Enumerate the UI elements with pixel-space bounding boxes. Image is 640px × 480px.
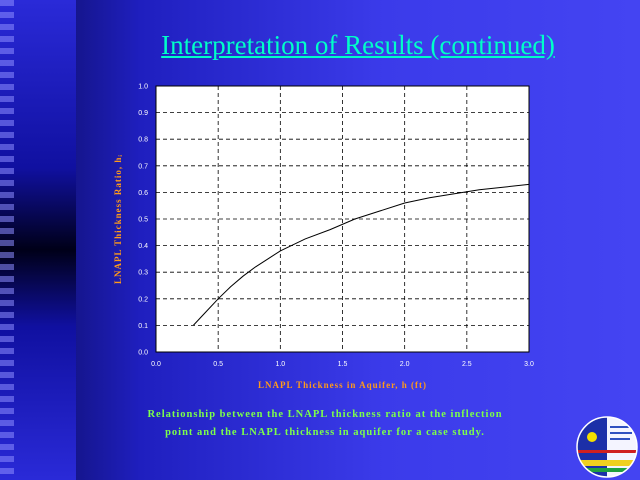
y-axis-label: LNAPL Thickness Ratio, hᵢ <box>113 154 123 284</box>
university-logo-icon <box>576 416 638 478</box>
y-tick-label: 0.9 <box>138 110 148 117</box>
y-tick-label: 0.4 <box>138 243 148 250</box>
x-tick-label: 1.5 <box>338 361 348 368</box>
tick-labels: 0.0 0.1 0.2 0.3 0.4 0.5 0.6 0.7 0.8 0.9 1.0 0.0 0.5 1… <box>138 84 534 369</box>
series-line <box>192 183 530 326</box>
y-tick-label: 0.5 <box>138 217 148 224</box>
slide-title: Interpretation of Results (continued) <box>161 30 555 60</box>
caption-line-1: Relationship between the LNAPL thickness… <box>147 409 503 420</box>
x-tick-label: 1.0 <box>275 361 285 368</box>
y-tick-label: 0.3 <box>138 270 148 277</box>
y-tick-label: 0.6 <box>138 190 148 197</box>
y-tick-label: 0.8 <box>138 137 148 144</box>
figure-caption: Relationship between the LNAPL thickness… <box>100 406 550 442</box>
x-tick-label: 2.0 <box>400 361 410 368</box>
series-layer <box>192 183 530 326</box>
y-tick-label: 0.7 <box>138 163 148 170</box>
y-tick-label: 0.1 <box>138 323 148 330</box>
y-tick-label: 0.0 <box>138 350 148 357</box>
caption-line-2: point and the LNAPL thickness in aquifer… <box>165 427 485 438</box>
y-tick-label: 1.0 <box>138 84 148 91</box>
x-tick-label: 2.5 <box>462 361 472 368</box>
x-tick-label: 3.0 <box>524 361 534 368</box>
y-tick-label: 0.2 <box>138 296 148 303</box>
x-axis-label: LNAPL Thickness in Aquifer, h (ft) <box>258 380 427 390</box>
slide-left-decoration <box>0 0 76 480</box>
x-tick-label: 0.5 <box>213 361 223 368</box>
x-tick-label: 0.0 <box>151 361 161 368</box>
grid-lines <box>156 86 529 352</box>
